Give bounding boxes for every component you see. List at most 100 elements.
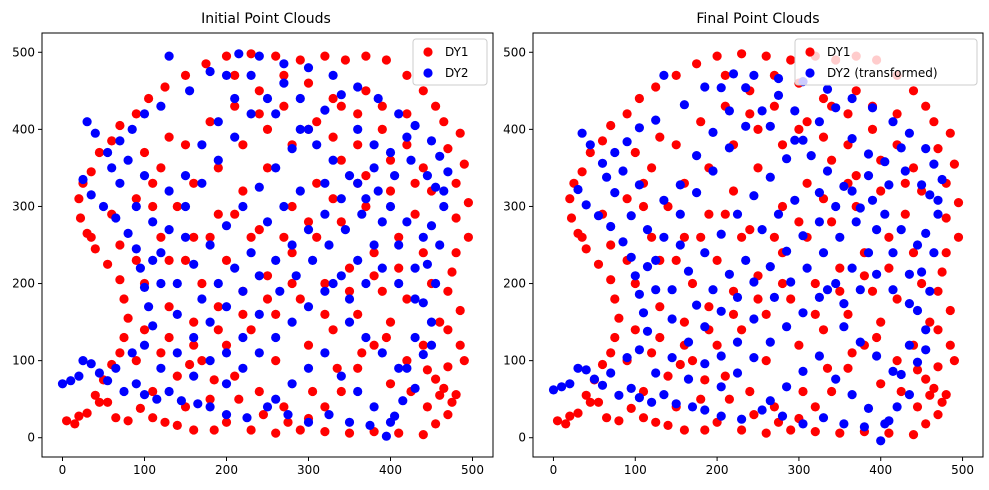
data-point [908,430,919,440]
data-point [365,420,375,430]
data-point [765,396,775,406]
data-point [753,294,763,304]
y-tick-label: 0 [27,431,35,445]
data-point [410,209,420,219]
data-point [622,109,632,119]
data-point [271,356,281,366]
data-point [593,211,604,221]
data-point [262,163,273,173]
data-point [156,248,166,258]
data-point [659,390,669,400]
data-point [888,285,898,295]
data-point [369,402,379,412]
data-point [867,124,878,134]
data-point [798,135,808,145]
data-point [103,397,113,407]
data-point [757,225,767,235]
data-point [361,332,371,343]
data-point [941,248,951,258]
data-point [135,403,145,413]
data-point [197,294,207,304]
data-point [406,155,416,165]
data-point [361,278,371,289]
data-point [451,213,461,223]
data-point [246,248,256,258]
data-point [728,186,739,196]
data-point [900,166,910,176]
data-point [271,163,281,173]
data-point [291,271,301,281]
data-point [892,109,902,119]
data-point [238,309,248,319]
data-point [103,147,113,158]
data-point [107,136,117,146]
data-point [62,416,72,426]
data-point [847,186,857,196]
data-point [798,308,808,318]
data-point [880,209,890,219]
data-point [254,386,264,397]
data-point [127,348,137,358]
data-point [917,267,927,277]
data-point [741,255,751,265]
data-point [577,167,587,177]
data-point [336,90,346,100]
data-point [822,84,833,94]
data-point [659,195,669,205]
data-point [78,356,88,366]
data-point [75,213,86,223]
data-point [696,394,706,404]
x-axis: 0 100 200 300 400 500 [550,457,974,477]
data-point [597,136,608,146]
y-tick-label: 300 [503,199,526,213]
data-point [189,317,199,327]
data-point [221,70,232,80]
data-point [385,155,396,165]
data-point [213,163,223,173]
data-point [324,410,334,420]
data-point [353,178,363,188]
data-point [651,82,661,92]
data-point [867,195,878,205]
data-point [831,201,841,212]
data-point [422,365,432,375]
data-point [872,351,882,361]
y-tick-label: 400 [12,122,35,136]
data-point [602,172,612,182]
data-point [634,93,645,104]
data-point [353,124,363,134]
data-point [831,278,841,289]
data-point [148,255,158,265]
data-point [431,182,441,192]
data-point [818,325,829,335]
data-point [912,305,923,316]
data-point [847,134,857,144]
data-point [119,332,129,343]
data-point [724,106,735,116]
data-point [933,325,943,335]
data-point [720,209,730,219]
data-point [205,317,215,327]
data-point [435,317,445,327]
data-point [275,286,285,296]
data-point [728,69,739,79]
data-point [896,369,906,380]
data-point [839,299,849,309]
data-point [593,259,604,269]
y-tick-label: 300 [12,199,35,213]
legend-label: DY2 [445,66,469,80]
data-point [835,232,845,242]
data-point [777,411,788,421]
data-point [651,255,661,265]
data-point [164,302,174,312]
data-point [209,425,219,435]
data-point [929,248,939,258]
data-point [724,269,735,279]
data-point [463,198,473,208]
data-point [810,309,820,319]
data-point [78,174,88,185]
data-point [328,155,338,165]
data-point [336,101,346,111]
data-point [761,51,771,61]
data-point [737,425,747,435]
